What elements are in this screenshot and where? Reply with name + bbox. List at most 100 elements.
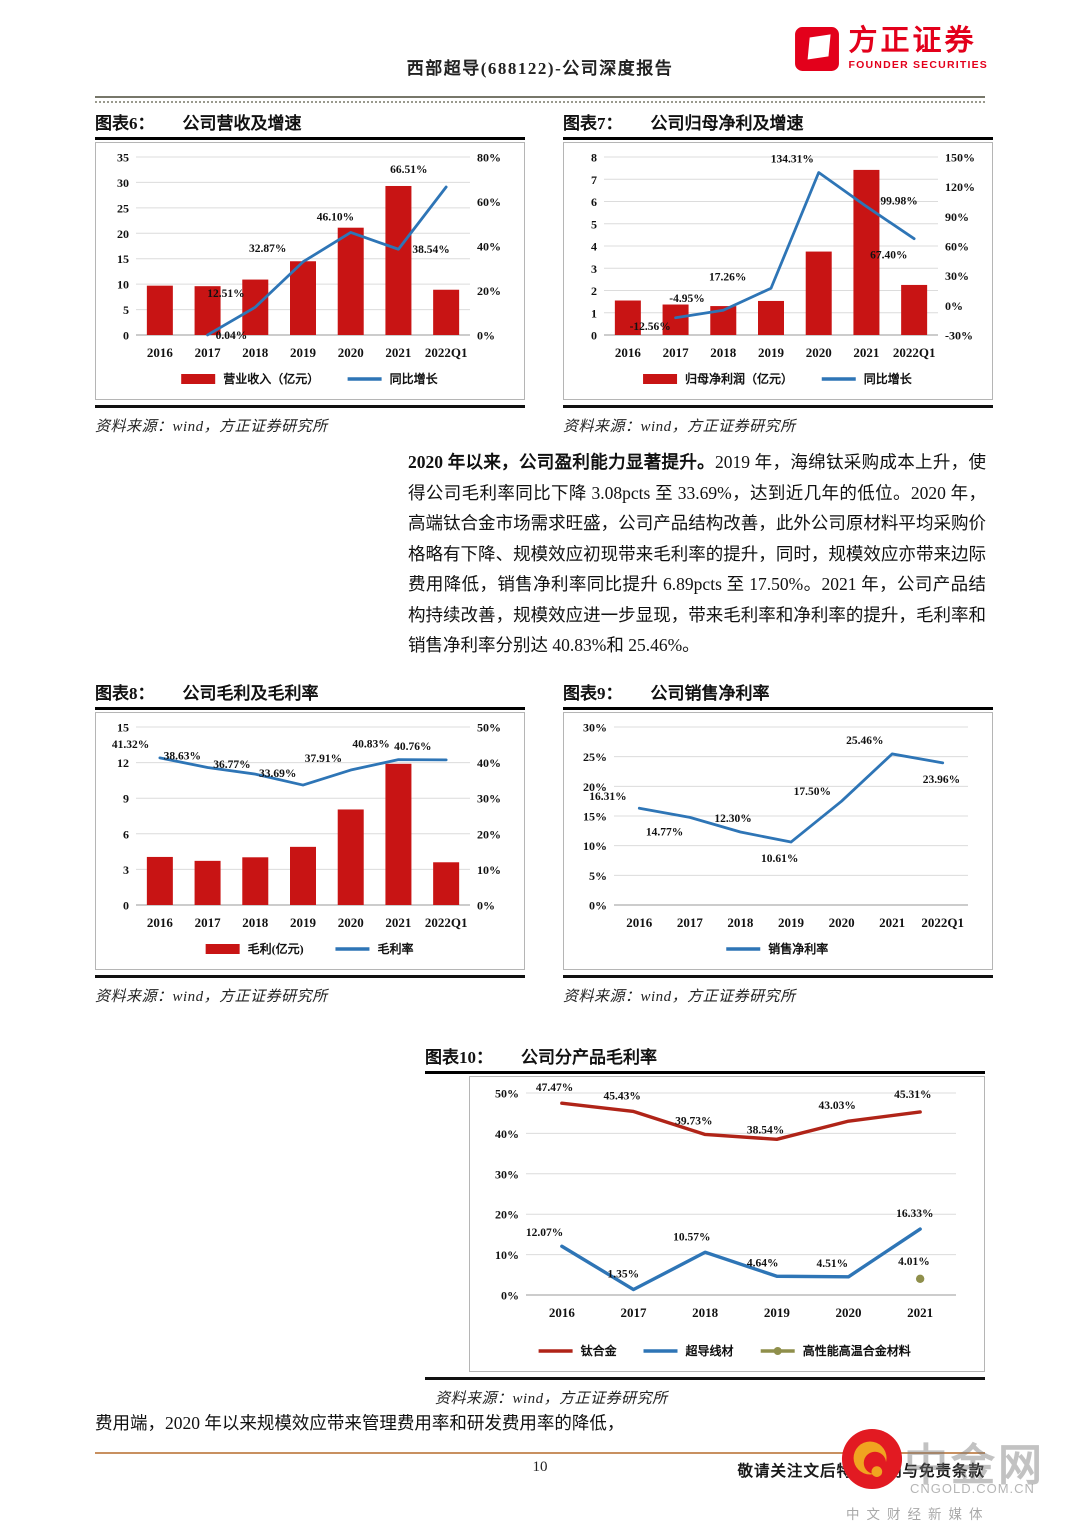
- svg-text:33.69%: 33.69%: [259, 768, 296, 780]
- svg-text:37.91%: 37.91%: [305, 753, 342, 765]
- svg-text:23.96%: 23.96%: [923, 774, 960, 786]
- founder-logo-icon: [794, 27, 839, 71]
- watermark-name: 中金网: [904, 1441, 1045, 1490]
- svg-text:66.51%: 66.51%: [390, 164, 427, 176]
- svg-text:2021: 2021: [385, 915, 411, 930]
- svg-text:15: 15: [117, 721, 129, 735]
- svg-text:40%: 40%: [477, 240, 501, 254]
- svg-text:2020: 2020: [338, 345, 364, 360]
- svg-text:30%: 30%: [477, 792, 501, 806]
- logo-en: FOUNDER SECURITIES: [848, 59, 988, 72]
- svg-text:2021: 2021: [385, 345, 411, 360]
- svg-text:2018: 2018: [242, 915, 268, 930]
- svg-text:50%: 50%: [477, 721, 501, 735]
- gross-profit-margin-chart: 0 3 6 9 12 15 0% 10% 20% 30% 40% 50% 2016 2017 2018 201…: [112, 721, 501, 957]
- svg-text:30%: 30%: [583, 721, 607, 735]
- svg-text:0: 0: [591, 329, 597, 343]
- profitability-paragraph: 2020 年以来，公司盈利能力显著提升。2019 年，海绵钛采购成本上升，使得公…: [408, 447, 986, 661]
- svg-text:2020: 2020: [338, 915, 364, 930]
- svg-text:4: 4: [591, 240, 597, 254]
- svg-text:销售净利率: 销售净利率: [768, 941, 828, 956]
- svg-text:150%: 150%: [945, 151, 975, 165]
- svg-text:45.43%: 45.43%: [604, 1090, 641, 1102]
- svg-text:-30%: -30%: [945, 329, 973, 343]
- svg-text:10%: 10%: [477, 863, 501, 877]
- svg-text:2021: 2021: [907, 1305, 933, 1320]
- svg-text:17.26%: 17.26%: [709, 271, 746, 283]
- svg-text:20%: 20%: [477, 827, 501, 841]
- svg-text:2017: 2017: [621, 1305, 648, 1320]
- svg-text:16.31%: 16.31%: [589, 791, 626, 803]
- svg-text:2019: 2019: [290, 915, 317, 930]
- svg-text:0%: 0%: [477, 899, 495, 913]
- svg-text:0.04%: 0.04%: [216, 330, 248, 342]
- svg-text:0%: 0%: [589, 899, 607, 913]
- svg-text:高性能高温合金材料: 高性能高温合金材料: [803, 1343, 911, 1358]
- svg-text:25%: 25%: [583, 750, 607, 764]
- svg-text:38.54%: 38.54%: [412, 244, 449, 256]
- svg-text:43.03%: 43.03%: [819, 1100, 856, 1112]
- svg-text:0%: 0%: [477, 329, 495, 343]
- paragraph-body: 2019 年，海绵钛采购成本上升，使得公司毛利率同比下降 3.08pcts 至 …: [408, 452, 987, 655]
- svg-text:4.01%: 4.01%: [898, 1256, 930, 1268]
- svg-text:0: 0: [123, 899, 129, 913]
- svg-text:17.50%: 17.50%: [794, 786, 831, 798]
- svg-text:2022Q1: 2022Q1: [921, 915, 964, 930]
- net-profit-growth-chart: 0 1 2 3 4 5 6 7 8 -30% 0% 30% 60% 90% 120% 150% 2016 2017…: [591, 151, 975, 387]
- svg-text:2016: 2016: [626, 915, 653, 930]
- figure-caption: 图表8： 公司毛利及毛利率: [95, 682, 525, 710]
- figure-caption-prefix: 图表10：: [425, 1048, 493, 1067]
- svg-text:4.64%: 4.64%: [747, 1257, 779, 1269]
- logo-cn: 方正证券: [848, 25, 977, 58]
- svg-text:45.31%: 45.31%: [894, 1089, 931, 1101]
- svg-text:归母净利润（亿元）: 归母净利润（亿元）: [685, 371, 793, 386]
- svg-text:2017: 2017: [663, 345, 690, 360]
- svg-text:8: 8: [591, 151, 597, 165]
- figure-source: 资料来源：wind，方正证券研究所: [563, 405, 993, 436]
- svg-text:35: 35: [117, 151, 129, 165]
- svg-text:同比增长: 同比增长: [390, 371, 439, 386]
- svg-text:0%: 0%: [945, 299, 963, 313]
- figure-caption: 图表7： 公司归母净利及增速: [563, 112, 993, 140]
- figure-source: 资料来源：wind，方正证券研究所: [425, 1377, 985, 1408]
- svg-text:2019: 2019: [764, 1305, 791, 1320]
- svg-text:30%: 30%: [495, 1167, 519, 1181]
- svg-text:2018: 2018: [242, 345, 268, 360]
- svg-text:12.07%: 12.07%: [526, 1227, 563, 1239]
- svg-text:40.76%: 40.76%: [394, 741, 431, 753]
- svg-text:20: 20: [117, 227, 129, 241]
- figure-margin-by-product: 图表10： 公司分产品毛利率 0% 10% 20% 30% 40% 50% 2016 2017 2…: [425, 1046, 985, 1408]
- svg-text:2016: 2016: [147, 915, 174, 930]
- svg-text:40%: 40%: [477, 756, 501, 770]
- page-number: 10: [532, 1459, 548, 1475]
- footer-rule: [95, 1452, 985, 1454]
- svg-text:2016: 2016: [549, 1305, 576, 1320]
- svg-text:2018: 2018: [727, 915, 754, 930]
- svg-text:30%: 30%: [945, 269, 969, 283]
- svg-text:80%: 80%: [477, 151, 501, 165]
- svg-text:0%: 0%: [501, 1289, 519, 1303]
- svg-text:30: 30: [117, 176, 129, 190]
- svg-text:6: 6: [591, 195, 597, 209]
- svg-text:2020: 2020: [836, 1305, 862, 1320]
- svg-text:3: 3: [123, 863, 129, 877]
- svg-text:-4.95%: -4.95%: [669, 293, 704, 305]
- svg-text:16.33%: 16.33%: [896, 1208, 933, 1220]
- net-margin-chart: 0% 5% 10% 15% 20% 25% 30% 2016 2017 2018 2019 2020 2…: [583, 721, 968, 956]
- svg-text:2016: 2016: [147, 345, 174, 360]
- svg-text:6: 6: [123, 827, 129, 841]
- svg-text:40.83%: 40.83%: [352, 739, 389, 751]
- svg-text:12.30%: 12.30%: [714, 813, 751, 825]
- svg-text:47.47%: 47.47%: [536, 1082, 573, 1094]
- figure-caption-prefix: 图表7：: [563, 114, 623, 133]
- svg-text:99.98%: 99.98%: [880, 195, 917, 207]
- figure-net-profit-growth: 图表7： 公司归母净利及增速 0 1 2 3 4 5 6 7 8 -30% 0% 30% 60% 90% 12…: [563, 112, 993, 436]
- founder-securities-logo: 方正证券 FOUNDER SECURITIES: [794, 26, 988, 72]
- svg-text:超导线材: 超导线材: [685, 1343, 734, 1358]
- svg-text:2021: 2021: [853, 345, 879, 360]
- svg-text:10: 10: [117, 278, 129, 292]
- figure-caption: 图表6： 公司营收及增速: [95, 112, 525, 140]
- svg-text:14.77%: 14.77%: [646, 826, 683, 838]
- cngold-logo-icon: [841, 1428, 903, 1490]
